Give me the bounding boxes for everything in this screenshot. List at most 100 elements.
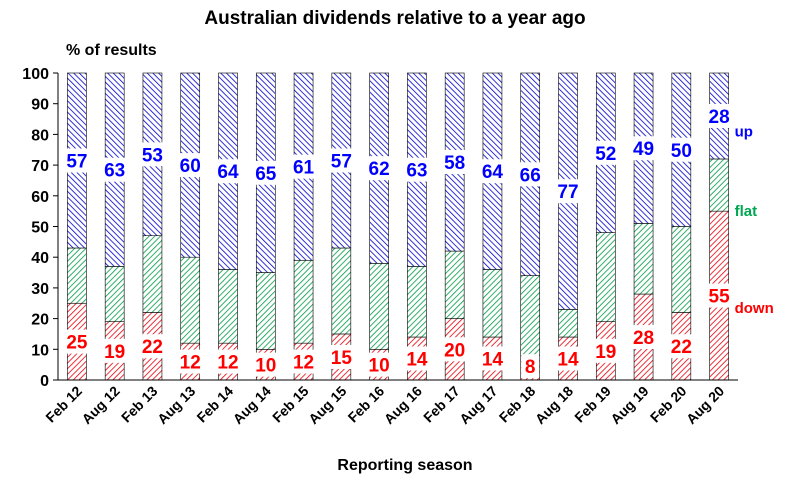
x-tick-label: Feb 18	[496, 383, 539, 426]
x-tick-label: Aug 12	[78, 383, 122, 427]
svg-text:65: 65	[255, 164, 277, 185]
data-label-down: 14	[478, 346, 507, 371]
y-tick-label: 50	[31, 220, 49, 237]
data-label-down: 12	[214, 349, 242, 374]
svg-text:22: 22	[671, 337, 692, 358]
y-axis: 0 10 20 30 40 50 60 70 80 90 100	[22, 66, 59, 390]
data-label-up: 66	[516, 162, 545, 187]
bar-flat	[180, 256, 201, 344]
bar-flat	[520, 275, 541, 356]
y-tick-label: 70	[31, 158, 49, 175]
svg-text:49: 49	[633, 139, 654, 160]
svg-text:20: 20	[444, 340, 465, 361]
data-label-down: 8	[521, 354, 540, 379]
svg-text:19: 19	[595, 342, 616, 363]
legend-up: up	[735, 123, 753, 140]
data-label-down: 15	[327, 344, 356, 369]
svg-text:58: 58	[444, 153, 465, 174]
data-label-up: 60	[176, 153, 205, 178]
bars	[67, 72, 729, 381]
data-label-up: 53	[138, 142, 167, 167]
y-axis-label: % of results	[66, 42, 157, 59]
x-tick-label: Aug 14	[230, 383, 274, 427]
data-label-down: 14	[554, 346, 582, 371]
svg-text:63: 63	[406, 161, 427, 182]
svg-text:10: 10	[369, 356, 390, 377]
bar-flat	[444, 250, 465, 319]
data-label-down: 28	[629, 325, 658, 350]
bar-flat	[595, 232, 616, 322]
svg-text:57: 57	[66, 151, 87, 172]
data-label-down: 12	[289, 349, 318, 374]
y-tick-label: 20	[31, 312, 49, 329]
data-label-down: 22	[138, 334, 167, 359]
data-label-down: 19	[100, 338, 129, 363]
svg-text:8: 8	[525, 357, 536, 378]
data-label-up: 63	[402, 157, 431, 182]
svg-text:50: 50	[671, 141, 692, 162]
bar-flat	[709, 158, 729, 212]
svg-text:60: 60	[180, 156, 201, 177]
data-label-up: 61	[289, 154, 318, 179]
data-label-up: 49	[629, 136, 658, 161]
svg-text:28: 28	[709, 107, 730, 128]
x-tick-label: Feb 17	[420, 383, 463, 426]
x-tick-label: Feb 13	[118, 383, 161, 426]
svg-text:77: 77	[557, 182, 578, 203]
data-label-up: 63	[100, 157, 129, 182]
bar-flat	[218, 269, 238, 344]
data-label-down: 25	[62, 329, 91, 354]
svg-text:28: 28	[633, 328, 654, 349]
data-label-up: 62	[365, 156, 394, 181]
svg-text:52: 52	[595, 144, 616, 165]
svg-text:12: 12	[180, 353, 201, 374]
bar-flat	[671, 226, 692, 313]
x-tick-label: Feb 20	[647, 383, 690, 426]
bar-flat	[558, 309, 578, 338]
bar-flat	[331, 247, 352, 335]
y-tick-label: 30	[31, 281, 49, 298]
x-tick-label: Aug 17	[456, 383, 500, 427]
svg-text:12: 12	[217, 353, 238, 374]
data-label-up: 50	[667, 137, 696, 162]
x-tick-label: Feb 16	[345, 383, 388, 426]
data-label-down: 10	[251, 352, 280, 377]
svg-text:25: 25	[66, 333, 88, 354]
data-label-up: 64	[214, 159, 242, 184]
svg-text:57: 57	[331, 151, 352, 172]
data-label-up: 58	[440, 150, 469, 175]
x-tick-label: Aug 15	[305, 383, 349, 427]
svg-text:10: 10	[255, 356, 276, 377]
svg-text:12: 12	[293, 353, 314, 374]
legend-down: down	[735, 300, 774, 317]
x-tick-label: Aug 20	[683, 383, 727, 427]
data-label-up: 57	[327, 148, 356, 173]
y-tick-label: 100	[22, 66, 49, 83]
x-tick-label: Feb 15	[269, 383, 312, 426]
y-tick-label: 10	[31, 342, 49, 359]
x-axis-label: Reporting season	[337, 457, 472, 474]
bar-flat	[633, 223, 654, 295]
y-tick-label: 60	[31, 189, 49, 206]
svg-text:22: 22	[142, 337, 163, 358]
svg-text:14: 14	[406, 350, 428, 371]
x-tick-label: Aug 13	[154, 383, 198, 427]
x-tick-label: Feb 19	[571, 383, 614, 426]
bar-flat	[104, 266, 125, 322]
x-tick-label: Feb 14	[193, 383, 236, 426]
data-label-down: 22	[667, 334, 696, 359]
data-label-up: 57	[62, 148, 91, 173]
legend: up flat down	[735, 123, 774, 317]
bar-flat	[142, 235, 163, 313]
y-tick-label: 40	[31, 250, 49, 267]
data-label-down: 55	[705, 283, 734, 308]
bar-flat	[293, 259, 314, 344]
data-label-up: 77	[554, 179, 582, 204]
y-tick-label: 90	[31, 97, 49, 114]
svg-text:15: 15	[331, 348, 353, 369]
data-label-down: 14	[402, 346, 431, 371]
bar-flat	[255, 272, 276, 350]
data-label-up: 65	[251, 160, 280, 185]
x-tick-label: Aug 19	[607, 383, 651, 427]
data-label-up: 52	[591, 140, 620, 165]
